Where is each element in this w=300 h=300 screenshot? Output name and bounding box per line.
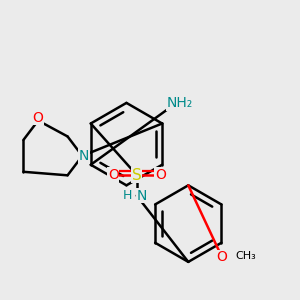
Text: N: N: [137, 189, 147, 202]
Text: O: O: [33, 111, 44, 124]
Text: N: N: [79, 149, 89, 163]
Text: O: O: [108, 168, 118, 182]
Text: NH₂: NH₂: [166, 96, 193, 110]
Text: O: O: [155, 168, 166, 182]
Text: S: S: [132, 167, 142, 182]
Text: O: O: [217, 250, 228, 265]
Text: CH₃: CH₃: [236, 251, 256, 261]
Text: H: H: [123, 189, 132, 202]
